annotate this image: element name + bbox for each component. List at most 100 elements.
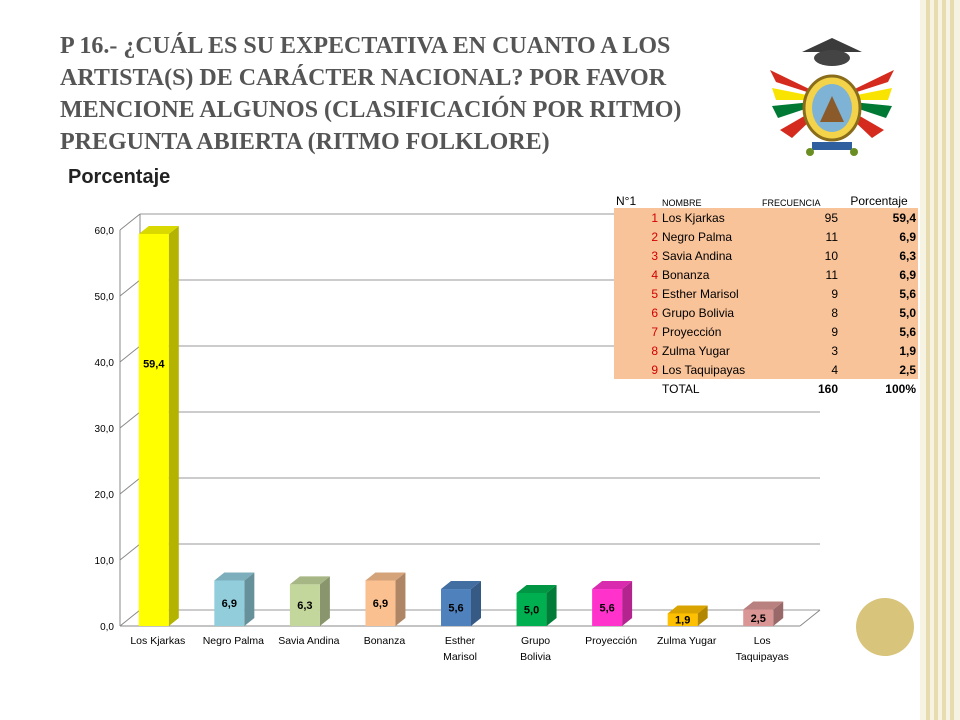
- row-name: Los Kjarkas: [660, 208, 760, 227]
- bar: [289, 584, 320, 626]
- bar-side: [471, 581, 481, 626]
- bar-top: [516, 585, 557, 593]
- table-row: 3 Savia Andina 10 6,3: [614, 246, 918, 265]
- col-header-name: NOMBRE: [660, 189, 760, 208]
- row-number: 9: [614, 360, 660, 379]
- x-tick-label: Los Kjarkas: [130, 635, 185, 647]
- row-percentage: 59,4: [840, 208, 918, 227]
- row-percentage: 5,0: [840, 303, 918, 322]
- decorative-circle: [856, 598, 914, 656]
- bar: [214, 580, 245, 626]
- gridline-depth: [119, 213, 141, 231]
- x-tick-label: Proyección: [585, 635, 637, 647]
- row-name: Zulma Yugar: [660, 341, 760, 360]
- row-percentage: 6,9: [840, 227, 918, 246]
- total-label: TOTAL: [660, 379, 760, 398]
- table-row: 8 Zulma Yugar 3 1,9: [614, 341, 918, 360]
- bar-side: [697, 605, 708, 626]
- row-name: Savia Andina: [660, 246, 760, 265]
- bar-top: [289, 576, 330, 585]
- bar-top: [138, 225, 179, 234]
- bar-side: [168, 225, 179, 626]
- row-frequency: 9: [760, 284, 840, 303]
- row-number: 1: [614, 208, 660, 227]
- row-frequency: 10: [760, 246, 840, 265]
- row-name: Los Taquipayas: [660, 360, 760, 379]
- bar-top: [214, 572, 255, 581]
- bar: [365, 580, 396, 626]
- row-frequency: 4: [760, 360, 840, 379]
- data-label: 6,9: [373, 598, 388, 610]
- table-row: 9 Los Taquipayas 4 2,5: [614, 360, 918, 379]
- row-percentage: 1,9: [840, 341, 918, 360]
- data-label: 5,6: [599, 603, 614, 615]
- bolivia-coat-of-arms-icon: [762, 30, 902, 170]
- gridline-depth: [119, 411, 141, 429]
- row-name: Bonanza: [660, 265, 760, 284]
- y-tick-label: 30,0: [95, 424, 115, 435]
- row-frequency: 11: [760, 265, 840, 284]
- row-number: 4: [614, 265, 660, 284]
- col-header-number: N°1: [614, 189, 660, 208]
- row-name: Esther Marisol: [660, 284, 760, 303]
- bar-side: [546, 585, 557, 626]
- row-name: Grupo Bolivia: [660, 303, 760, 322]
- row-percentage: 6,9: [840, 265, 918, 284]
- bar: [592, 589, 623, 626]
- bar-top: [592, 581, 633, 590]
- x-tick-label: Esther: [445, 635, 476, 647]
- row-percentage: 6,3: [840, 246, 918, 265]
- col-header-frequency: FRECUENCIA: [760, 189, 840, 208]
- row-frequency: 11: [760, 227, 840, 246]
- bar: [441, 589, 471, 626]
- bar: [516, 593, 547, 626]
- y-tick-label: 60,0: [95, 226, 115, 237]
- row-frequency: 95: [760, 208, 840, 227]
- bar: [743, 609, 774, 626]
- x-axis-depth-line: [799, 609, 821, 627]
- y-tick-label: 0,0: [100, 622, 114, 633]
- bar: [138, 233, 169, 626]
- slide-title: P 16.- ¿CUÁL ES SU EXPECTATIVA EN CUANTO…: [60, 33, 682, 155]
- bar-top: [365, 572, 406, 581]
- bar-side: [319, 576, 330, 626]
- total-percentage: 100%: [840, 379, 918, 398]
- table-header-row: N°1 NOMBRE FRECUENCIA Porcentaje: [614, 189, 918, 208]
- row-number: 7: [614, 322, 660, 341]
- bar-side: [395, 572, 406, 626]
- table-total-row: TOTAL 160 100%: [614, 379, 918, 398]
- x-tick-label: Marisol: [443, 651, 477, 663]
- table-row: 6 Grupo Bolivia 8 5,0: [614, 303, 918, 322]
- row-number: 3: [614, 246, 660, 265]
- data-label: 2,5: [751, 613, 766, 625]
- x-tick-label: Bolivia: [520, 651, 551, 663]
- row-percentage: 5,6: [840, 322, 918, 341]
- bar-chart: 0,0 10,0 20,0 30,0 40,0 50,0 60,0 59,4 Los Kjark…: [95, 213, 821, 663]
- total-frequency: 160: [760, 379, 840, 398]
- data-label: 6,9: [222, 598, 237, 610]
- table-row: 5 Esther Marisol 9 5,6: [614, 284, 918, 303]
- table-row: 1 Los Kjarkas 95 59,4: [614, 208, 918, 227]
- y-tick-label: 20,0: [95, 490, 115, 501]
- x-tick-label: Bonanza: [364, 635, 406, 647]
- row-name: Proyección: [660, 322, 760, 341]
- row-percentage: 5,6: [840, 284, 918, 303]
- row-percentage: 2,5: [840, 360, 918, 379]
- row-number: 2: [614, 227, 660, 246]
- gridline-depth: [119, 543, 141, 561]
- table-row: 7 Proyección 9 5,6: [614, 322, 918, 341]
- chart-heading: Porcentaje: [68, 166, 171, 188]
- row-number: 8: [614, 341, 660, 360]
- row-name: Negro Palma: [660, 227, 760, 246]
- data-label: 5,6: [448, 603, 463, 615]
- data-label: 1,9: [675, 615, 690, 627]
- row-frequency: 8: [760, 303, 840, 322]
- x-tick-label: Los: [754, 635, 771, 647]
- row-frequency: 9: [760, 322, 840, 341]
- bar-side: [773, 601, 784, 626]
- gridline-depth: [119, 609, 141, 627]
- bar-side: [622, 581, 633, 626]
- row-frequency: 3: [760, 341, 840, 360]
- bar-top: [743, 601, 784, 610]
- gridline-depth: [119, 477, 141, 495]
